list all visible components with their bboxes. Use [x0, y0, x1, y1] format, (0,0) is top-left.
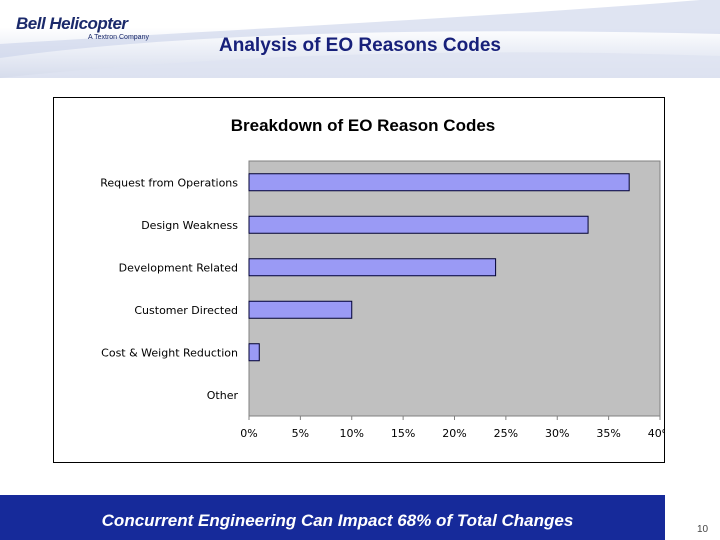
- page-number: 10: [697, 524, 709, 535]
- footer-text: Concurrent Engineering Can Impact 68% of…: [101, 511, 574, 530]
- x-tick-label-7: 35%: [596, 427, 620, 440]
- header-swoosh: [0, 0, 720, 78]
- plot-area: [248, 160, 661, 417]
- x-tick-label-3: 15%: [391, 427, 415, 440]
- x-tick-label-0: 0%: [240, 427, 257, 440]
- bar-4: [248, 343, 260, 362]
- category-label-0: Request from Operations: [100, 176, 238, 189]
- bar-0: [248, 173, 630, 192]
- x-tick-label-8: 40%: [648, 427, 664, 440]
- chart-frame: Breakdown of EO Reason Codes Request from…: [53, 97, 665, 463]
- x-tick-label-1: 5%: [292, 427, 309, 440]
- x-tick-label-2: 10%: [340, 427, 364, 440]
- bar-chart: Breakdown of EO Reason Codes Request from…: [100, 116, 664, 440]
- category-label-1: Design Weakness: [141, 219, 238, 232]
- logo-text: Bell Helicopter: [16, 14, 128, 33]
- x-tick-label-4: 20%: [442, 427, 466, 440]
- x-tick-label-5: 25%: [494, 427, 518, 440]
- x-tick-label-6: 30%: [545, 427, 569, 440]
- category-label-2: Development Related: [119, 261, 238, 274]
- bar-1: [248, 215, 589, 234]
- page-title: Analysis of EO Reasons Codes: [219, 35, 501, 56]
- logo-subtext: A Textron Company: [88, 34, 149, 41]
- category-label-5: Other: [207, 389, 239, 402]
- logo: Bell Helicopter A Textron Company: [8, 8, 158, 41]
- footer-bar: [0, 495, 665, 540]
- chart-title: Breakdown of EO Reason Codes: [231, 116, 496, 135]
- category-label-3: Customer Directed: [134, 304, 238, 317]
- category-label-4: Cost & Weight Reduction: [101, 346, 238, 359]
- bar-3: [248, 300, 353, 319]
- bar-2: [248, 258, 497, 277]
